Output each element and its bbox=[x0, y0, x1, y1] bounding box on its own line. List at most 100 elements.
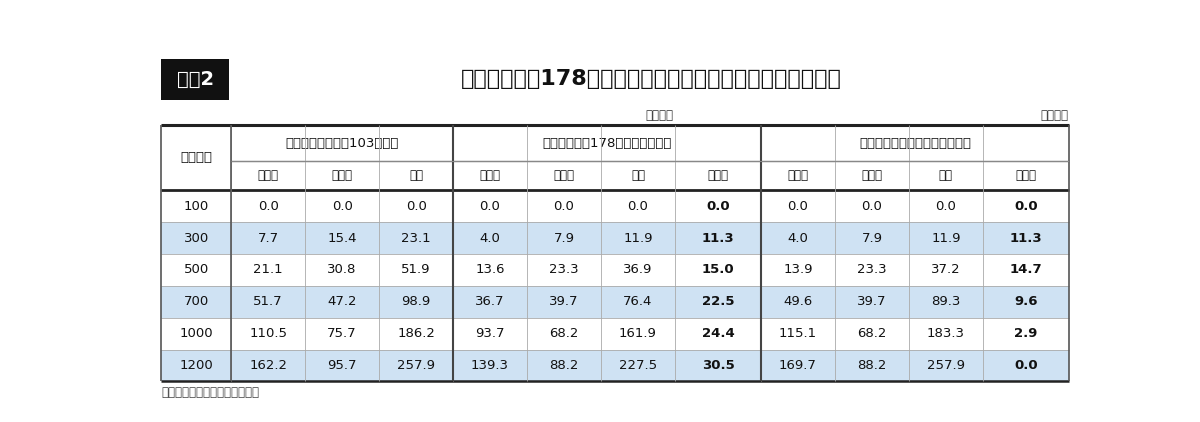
Text: 所得税: 所得税 bbox=[480, 169, 500, 182]
Bar bbox=[761, 161, 835, 190]
Bar bbox=[161, 59, 229, 100]
Text: 7.9: 7.9 bbox=[862, 232, 882, 245]
Text: 0.0: 0.0 bbox=[706, 200, 730, 213]
Text: 図表2: 図表2 bbox=[176, 70, 214, 89]
Text: 住民税: 住民税 bbox=[553, 169, 575, 182]
Bar bbox=[601, 161, 674, 190]
Bar bbox=[161, 222, 1069, 254]
Text: 51.7: 51.7 bbox=[253, 295, 283, 308]
Text: 23.3: 23.3 bbox=[857, 263, 887, 276]
Text: 39.7: 39.7 bbox=[857, 295, 887, 308]
Text: 39.7: 39.7 bbox=[550, 295, 578, 308]
Text: 合計: 合計 bbox=[938, 169, 953, 182]
Text: 9.6: 9.6 bbox=[1014, 295, 1038, 308]
Text: 14.7: 14.7 bbox=[1009, 263, 1042, 276]
Bar bbox=[161, 318, 1069, 349]
Text: 68.2: 68.2 bbox=[550, 327, 578, 340]
Text: 4.0: 4.0 bbox=[787, 232, 809, 245]
Text: 0.0: 0.0 bbox=[787, 200, 809, 213]
Text: 15.0: 15.0 bbox=[702, 263, 734, 276]
Bar bbox=[454, 161, 527, 190]
Bar bbox=[161, 254, 1069, 286]
Bar bbox=[305, 161, 379, 190]
Text: 89.3: 89.3 bbox=[931, 295, 960, 308]
Text: 1200: 1200 bbox=[179, 359, 214, 372]
Text: 0.0: 0.0 bbox=[628, 200, 648, 213]
Text: 0.0: 0.0 bbox=[936, 200, 956, 213]
Text: 所得税: 所得税 bbox=[258, 169, 278, 182]
Text: 現状（基礎控除等103万円）: 現状（基礎控除等103万円） bbox=[286, 137, 398, 150]
Text: 13.9: 13.9 bbox=[784, 263, 812, 276]
Text: 257.9: 257.9 bbox=[926, 359, 965, 372]
Text: 30.8: 30.8 bbox=[328, 263, 356, 276]
Bar bbox=[527, 161, 601, 190]
Text: 36.9: 36.9 bbox=[623, 263, 653, 276]
Bar bbox=[674, 161, 761, 190]
Text: 減税幅: 減税幅 bbox=[708, 169, 728, 182]
Text: 7.7: 7.7 bbox=[258, 232, 278, 245]
Text: 住民税: 住民税 bbox=[331, 169, 353, 182]
Text: 13.6: 13.6 bbox=[475, 263, 505, 276]
Text: 基礎控除等を178万円へ引き上げた場合の所得税・住民税額: 基礎控除等を178万円へ引き上げた場合の所得税・住民税額 bbox=[461, 69, 842, 89]
Bar bbox=[161, 125, 1069, 190]
Text: 7.9: 7.9 bbox=[553, 232, 575, 245]
Text: 22.5: 22.5 bbox=[702, 295, 734, 308]
Text: （出所）伊藤忠総研による試算: （出所）伊藤忠総研による試算 bbox=[161, 386, 259, 399]
Bar bbox=[232, 161, 305, 190]
Bar bbox=[761, 125, 1069, 161]
Text: 0.0: 0.0 bbox=[1014, 359, 1038, 372]
Text: 68.2: 68.2 bbox=[857, 327, 887, 340]
Text: 0.0: 0.0 bbox=[258, 200, 278, 213]
Text: 住民税: 住民税 bbox=[862, 169, 882, 182]
Text: 11.9: 11.9 bbox=[931, 232, 961, 245]
Text: 11.9: 11.9 bbox=[623, 232, 653, 245]
Text: 0.0: 0.0 bbox=[331, 200, 353, 213]
Text: 161.9: 161.9 bbox=[619, 327, 656, 340]
Text: 0.0: 0.0 bbox=[480, 200, 500, 213]
Text: 500: 500 bbox=[184, 263, 209, 276]
Text: 30.5: 30.5 bbox=[702, 359, 734, 372]
Text: 11.3: 11.3 bbox=[1009, 232, 1042, 245]
Text: 21.1: 21.1 bbox=[253, 263, 283, 276]
Text: 所得税: 所得税 bbox=[787, 169, 809, 182]
Bar bbox=[835, 161, 908, 190]
Text: 110.5: 110.5 bbox=[250, 327, 287, 340]
Bar bbox=[161, 190, 1069, 222]
Text: 47.2: 47.2 bbox=[328, 295, 356, 308]
Text: 0.0: 0.0 bbox=[553, 200, 575, 213]
Text: 183.3: 183.3 bbox=[926, 327, 965, 340]
Text: 23.1: 23.1 bbox=[401, 232, 431, 245]
Bar bbox=[454, 125, 761, 161]
Text: 93.7: 93.7 bbox=[475, 327, 505, 340]
Text: 115.1: 115.1 bbox=[779, 327, 817, 340]
Text: 139.3: 139.3 bbox=[472, 359, 509, 372]
Text: 49.6: 49.6 bbox=[784, 295, 812, 308]
Text: 36.7: 36.7 bbox=[475, 295, 505, 308]
Text: 100: 100 bbox=[184, 200, 209, 213]
Text: 合計: 合計 bbox=[631, 169, 644, 182]
Text: 88.2: 88.2 bbox=[550, 359, 578, 372]
Text: 24.4: 24.4 bbox=[702, 327, 734, 340]
Text: 75.7: 75.7 bbox=[328, 327, 356, 340]
Text: 76.4: 76.4 bbox=[623, 295, 653, 308]
Text: 257.9: 257.9 bbox=[397, 359, 436, 372]
Bar bbox=[232, 125, 454, 161]
Text: 51.9: 51.9 bbox=[401, 263, 431, 276]
Text: 37.2: 37.2 bbox=[931, 263, 961, 276]
Text: 合計: 合計 bbox=[409, 169, 424, 182]
Text: 300: 300 bbox=[184, 232, 209, 245]
Text: 169.7: 169.7 bbox=[779, 359, 817, 372]
Text: 0.0: 0.0 bbox=[406, 200, 426, 213]
Text: 95.7: 95.7 bbox=[328, 359, 356, 372]
Text: 186.2: 186.2 bbox=[397, 327, 436, 340]
Text: 23.3: 23.3 bbox=[550, 263, 578, 276]
Bar bbox=[161, 349, 1069, 381]
Text: 700: 700 bbox=[184, 295, 209, 308]
Bar bbox=[908, 161, 983, 190]
Text: （万円）: （万円） bbox=[1040, 109, 1069, 122]
Text: 0.0: 0.0 bbox=[862, 200, 882, 213]
Text: 1000: 1000 bbox=[179, 327, 212, 340]
Text: 基礎控除等を178万円へ引き上げ: 基礎控除等を178万円へ引き上げ bbox=[542, 137, 672, 150]
Text: 162.2: 162.2 bbox=[250, 359, 287, 372]
Text: 給与所得: 給与所得 bbox=[180, 151, 212, 165]
